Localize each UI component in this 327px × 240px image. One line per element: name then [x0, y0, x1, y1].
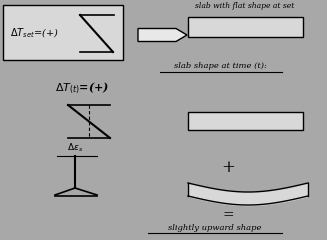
Bar	[188, 112, 303, 130]
FancyArrow shape	[138, 29, 187, 42]
Text: +: +	[221, 160, 235, 176]
Text: slab with flat shape at set: slab with flat shape at set	[195, 2, 295, 10]
Text: =: =	[222, 208, 234, 222]
Text: slab shape at time (t):: slab shape at time (t):	[174, 62, 267, 70]
Text: $\Delta T_{set}$=(+): $\Delta T_{set}$=(+)	[10, 26, 59, 40]
Text: slightly upward shape: slightly upward shape	[168, 224, 262, 232]
Bar	[188, 17, 303, 37]
Text: $\Delta T_{(t)}$=(+): $\Delta T_{(t)}$=(+)	[55, 80, 109, 96]
Text: $\Delta\varepsilon_s$: $\Delta\varepsilon_s$	[67, 142, 83, 155]
Bar	[3, 5, 123, 60]
